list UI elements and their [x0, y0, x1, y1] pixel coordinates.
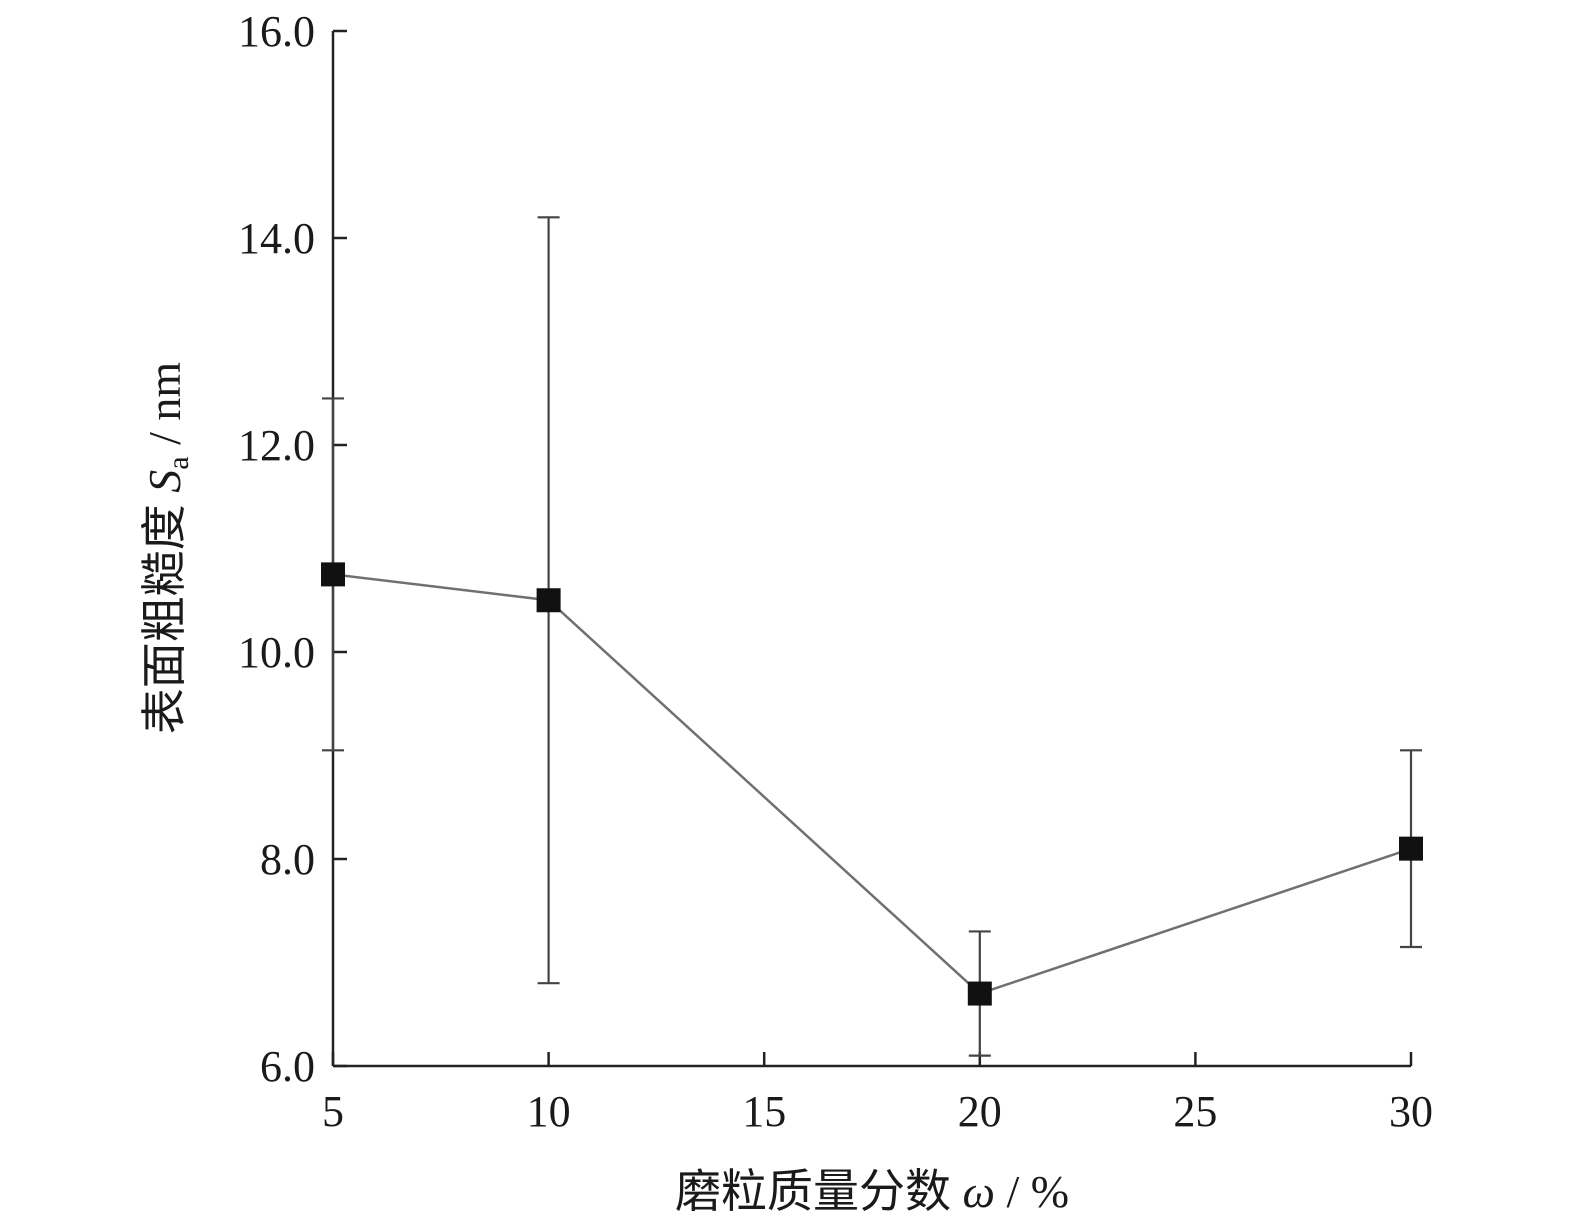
data-point	[967, 981, 992, 1006]
data-point	[1399, 836, 1423, 861]
y-axis-title: 表面粗糙度 Sa / nm	[139, 362, 195, 735]
x-tick-label: 25	[1173, 1087, 1217, 1136]
series-line-layer	[332, 573, 1412, 995]
labels: 6.0 8.0 10.0 12.0 14.0 16.0 5 10 15 20 25 30 磨粒质量分数 …	[139, 7, 1433, 1217]
series-line	[332, 573, 1412, 995]
data-point	[536, 588, 561, 613]
y-tick-label: 12.0	[238, 421, 315, 470]
y-tick-label: 8.0	[260, 835, 315, 884]
data-point	[321, 562, 345, 587]
x-axis-title: 磨粒质量分数 ω / %	[675, 1166, 1069, 1217]
x-tick-label: 30	[1389, 1087, 1433, 1136]
axes	[331, 29, 1413, 1068]
markers	[321, 562, 1423, 1006]
x-tick-label: 20	[958, 1087, 1002, 1136]
x-tick-label: 5	[322, 1087, 344, 1136]
y-tick-label: 16.0	[238, 7, 315, 56]
y-tick-label: 6.0	[260, 1042, 315, 1091]
x-tick-label: 15	[742, 1087, 786, 1136]
x-tick-label: 10	[527, 1087, 571, 1136]
y-tick-label: 10.0	[238, 628, 315, 677]
error-bars	[322, 216, 1422, 1057]
y-tick-label: 14.0	[238, 214, 315, 263]
